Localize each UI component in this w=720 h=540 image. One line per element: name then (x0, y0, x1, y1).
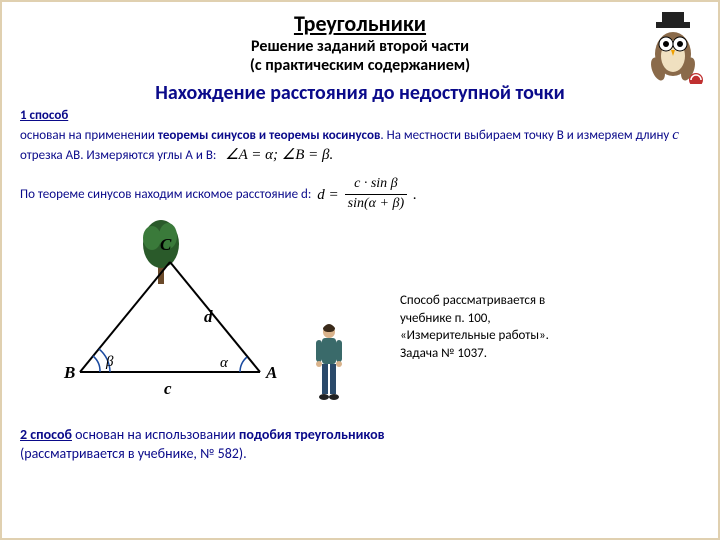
svg-text:d: d (204, 307, 213, 326)
page-title: Треугольники (2, 10, 718, 37)
method1-text-a: основан на применении (20, 128, 158, 143)
svg-text:A: A (265, 363, 277, 382)
method2-label: 2 способ (20, 426, 72, 443)
svg-text:α: α (220, 355, 229, 371)
method2-text-a: основан на использовании (75, 426, 239, 443)
method2-paragraph: 2 способ основан на использовании подоби… (20, 426, 700, 464)
theorem-row: По теореме синусов находим искомое расст… (20, 175, 700, 214)
method2-text-bold: подобия треугольников (239, 426, 385, 443)
formula-numerator: c · sin β (345, 175, 407, 195)
subtitle-line-2: (с практическим содержанием) (2, 56, 718, 75)
note-line-3: «Измерительные работы». (400, 327, 700, 345)
svg-text:c: c (164, 379, 172, 398)
subtitle-line-1: Решение заданий второй части (2, 37, 718, 56)
formula-denominator: sin(α + β) (345, 195, 407, 214)
formula-fraction: c · sin β sin(α + β) (345, 175, 407, 214)
method2-text-b: (рассматривается в учебнике, № 582). (20, 445, 247, 462)
method1-label: 1 способ (20, 108, 68, 123)
note-box: Способ рассматривается в учебнике п. 100… (400, 292, 700, 362)
theorem-line: По теореме синусов находим искомое расст… (20, 186, 311, 204)
note-line-4: Задача № 1037. (400, 345, 700, 363)
triangle-diagram: B A C d c α β (60, 222, 300, 408)
method1-italic-c: с (672, 127, 679, 143)
person-icon (310, 322, 348, 408)
method1-text-b: . На местности выбираем точку В и измеря… (380, 128, 672, 143)
svg-text:B: B (63, 363, 75, 382)
svg-text:β: β (105, 354, 114, 370)
formula-tail: . (413, 185, 417, 205)
method1-text-bold: теоремы синусов и теоремы косинусов (158, 128, 381, 143)
svg-text:C: C (160, 235, 172, 254)
angles-formula: ∠A = α; ∠B = β. (225, 147, 333, 163)
note-line-2: учебнике п. 100, (400, 310, 700, 328)
section-heading: Нахождение расстояния до недоступной точ… (2, 81, 718, 105)
owl-mascot (638, 4, 708, 89)
formula-lhs: d = (317, 185, 338, 205)
note-line-1: Способ рассматривается в (400, 292, 700, 310)
figure-area: B A C d c α β (20, 222, 700, 422)
method1-text-c: отрезка АВ. Измеряются углы А и В: (20, 148, 216, 163)
method1-paragraph: 1 способ основан на применении теоремы с… (20, 107, 700, 165)
